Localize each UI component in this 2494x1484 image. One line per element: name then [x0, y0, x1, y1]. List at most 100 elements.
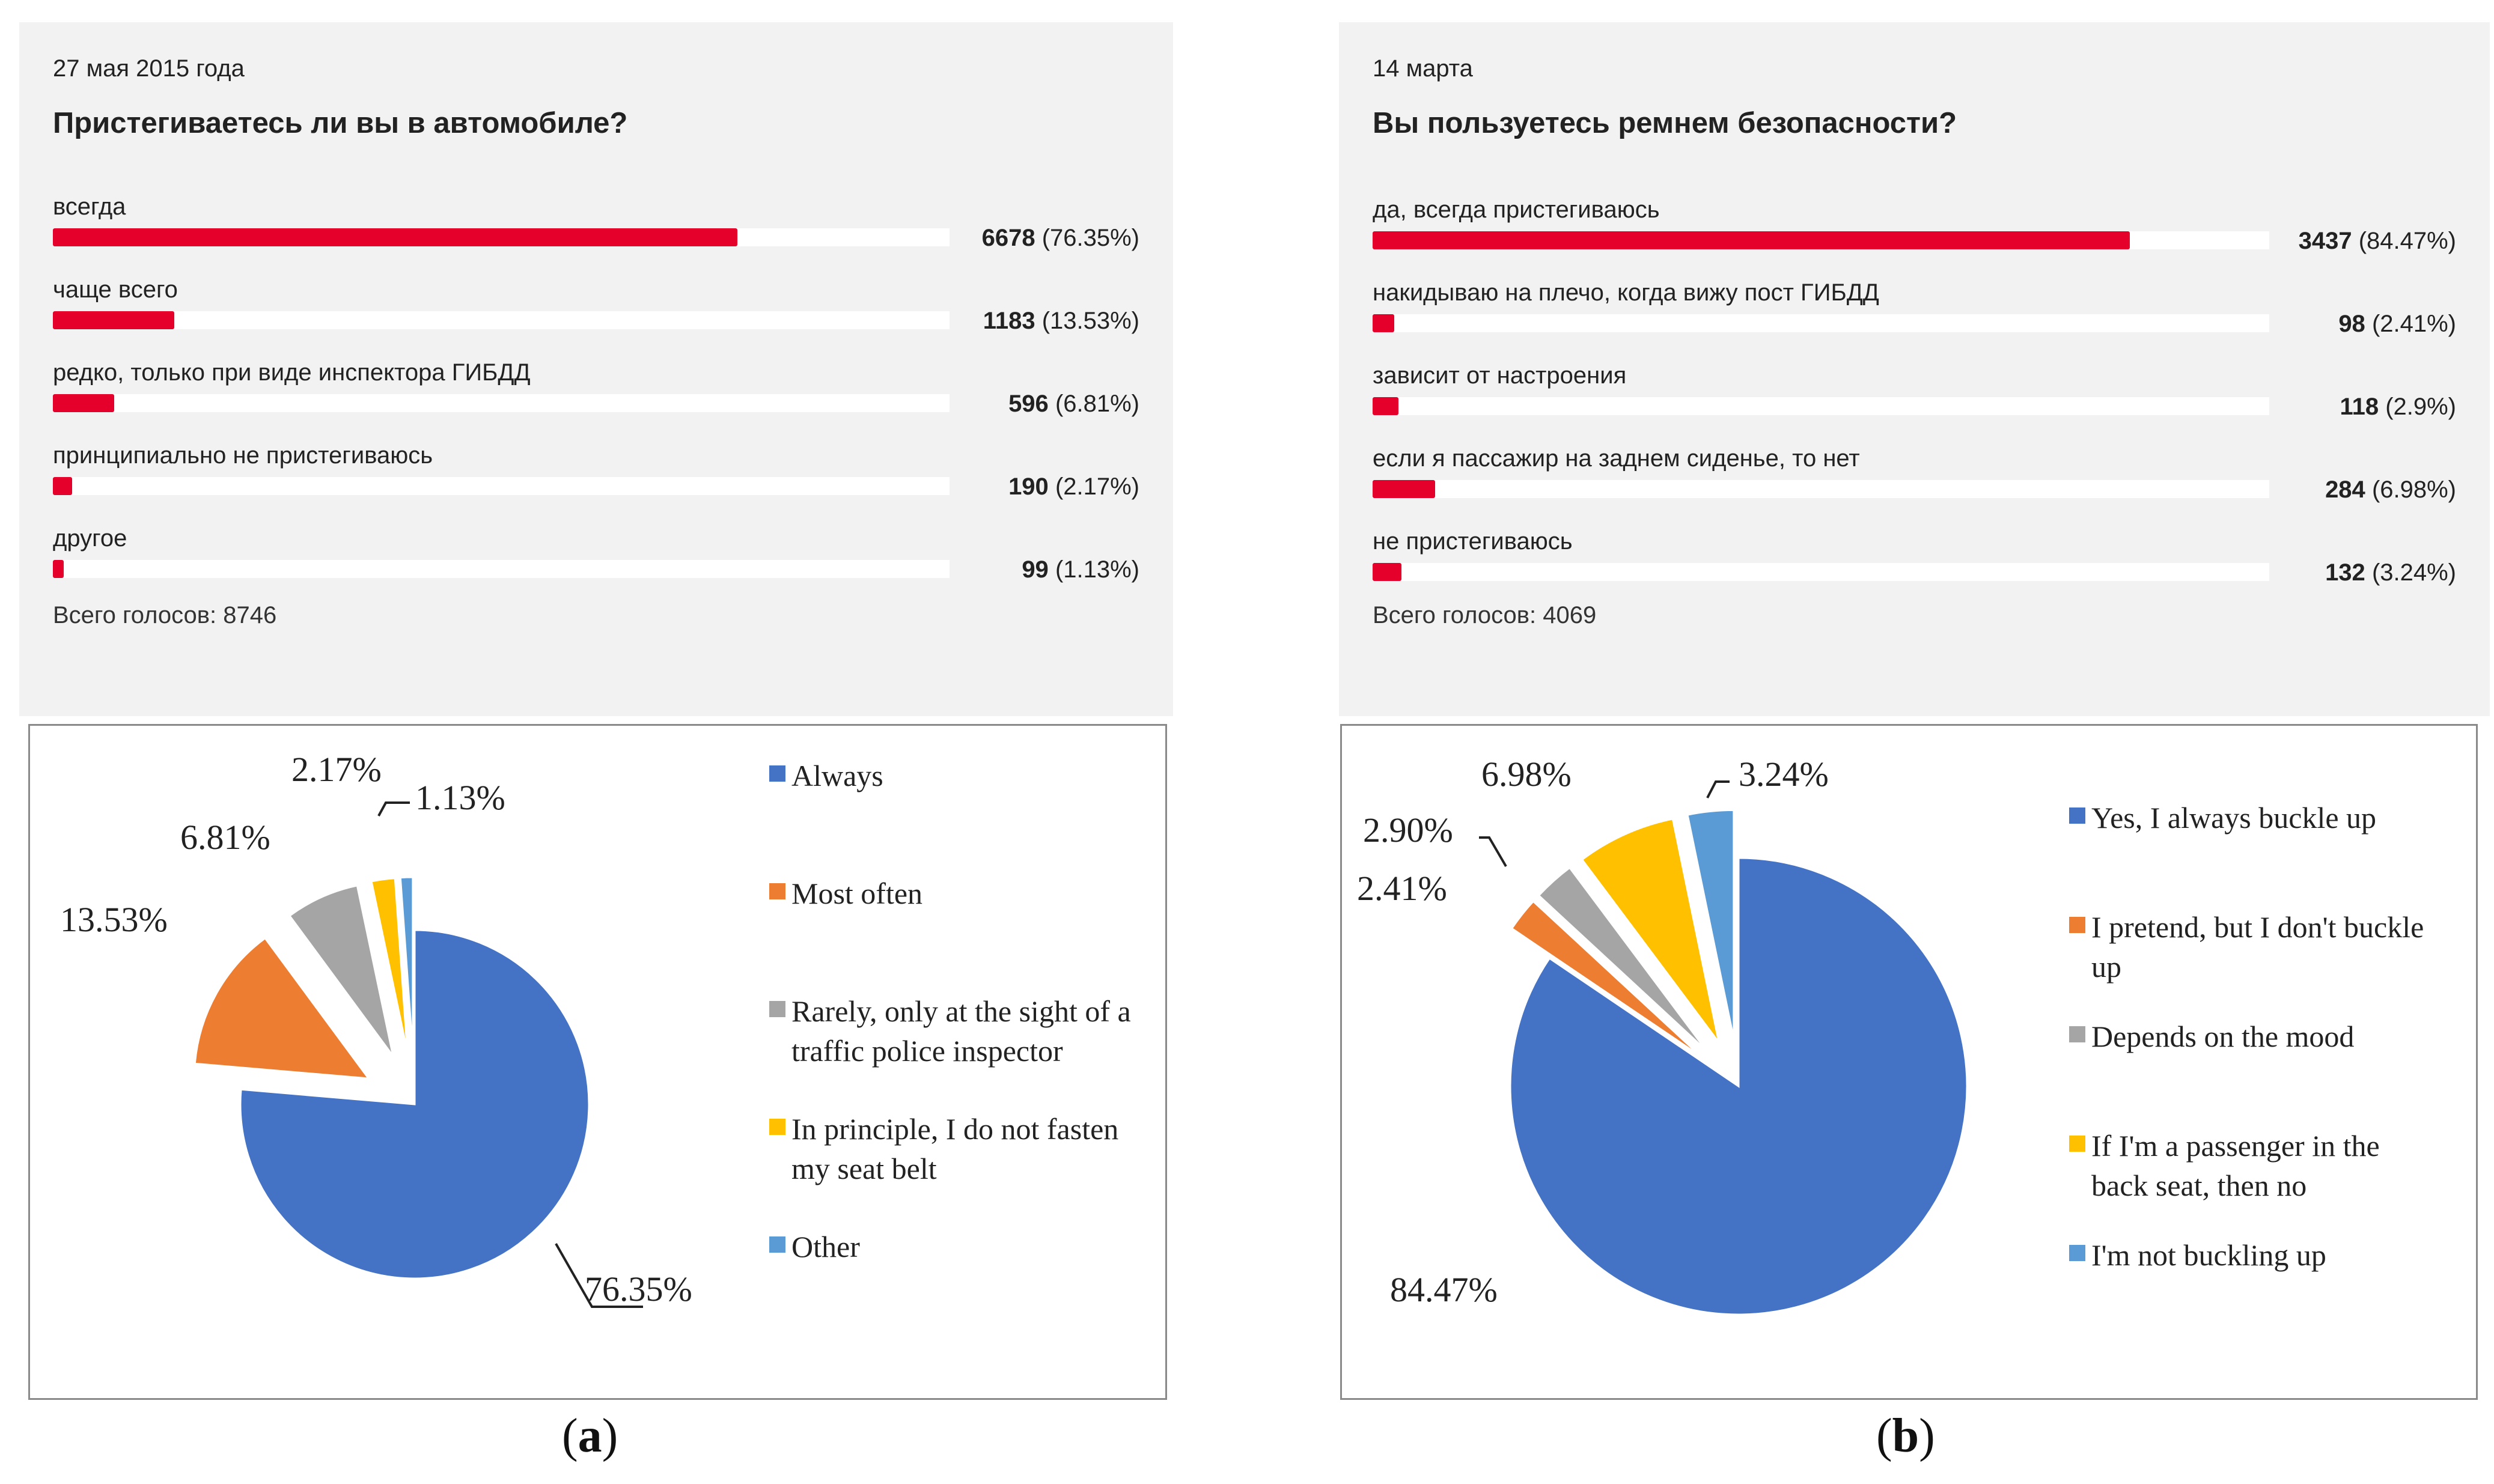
pie-slice	[370, 877, 409, 1053]
leader-line	[1479, 836, 1507, 868]
poll-option-value: 284 (6.98%)	[2325, 476, 2456, 503]
legend-swatch	[2069, 807, 2085, 824]
poll-option: если я пассажир на заднем сиденье, то не…	[1373, 445, 2456, 523]
legend-item: In principle, I do not fasten my seat be…	[769, 1109, 1142, 1188]
data-label: 13.53%	[60, 900, 168, 939]
leader-line	[555, 1243, 643, 1308]
poll-bar	[53, 228, 738, 246]
poll-percent: (13.53%)	[1041, 308, 1139, 334]
poll-count: 596	[1008, 391, 1049, 417]
data-label: 6.98%	[1481, 755, 1572, 794]
legend-label: Yes, I always buckle up	[2091, 801, 2377, 835]
legend-swatch	[769, 765, 785, 782]
poll-option-value: 596 (6.81%)	[1008, 391, 1139, 418]
pie-slice	[1581, 818, 1720, 1043]
poll-option-label: чаще всего	[53, 276, 178, 303]
poll-percent: (6.98%)	[2371, 476, 2456, 503]
poll-question: Вы пользуетесь ремнем безопасности?	[1373, 107, 1957, 139]
pie-chart-a: 76.35% 13.53% 6.81% 2.17% 1.13%	[60, 750, 692, 1309]
poll-total-votes: Всего голосов: 4069	[1373, 602, 1597, 628]
pie-chart-panel-a: 76.35% 13.53% 6.81% 2.17% 1.13% Always Most …	[28, 724, 1167, 1400]
poll-option-value: 99 (1.13%)	[1022, 556, 1139, 583]
poll-percent: (76.35%)	[1041, 225, 1139, 251]
legend-item: I pretend, but I don't buckle up	[2069, 907, 2442, 987]
poll-option-value: 6678 (76.35%)	[982, 225, 1139, 252]
data-label: 2.90%	[1363, 810, 1453, 850]
poll-bar-track	[1373, 314, 2269, 332]
pie-slice	[239, 929, 590, 1280]
poll-bar	[53, 394, 114, 412]
poll-bar	[1373, 563, 1402, 581]
poll-percent: (2.41%)	[2371, 311, 2456, 337]
legend-item: I'm not buckling up	[2069, 1235, 2442, 1275]
poll-bar	[1373, 231, 2130, 249]
data-label: 3.24%	[1739, 755, 1829, 794]
poll-bar	[53, 477, 73, 495]
pie-chart-panel-b: 84.47% 2.41% 2.90% 6.98% 3.24% Yes, I always…	[1340, 724, 2478, 1400]
legend-swatch	[769, 1119, 785, 1135]
poll-bar-track	[1373, 563, 2269, 581]
poll-bar	[1373, 314, 1394, 332]
poll-option-label: не пристегиваюсь	[1373, 528, 1573, 555]
poll-bar-track	[1373, 480, 2269, 498]
poll-bar	[53, 311, 174, 329]
poll-option: не пристегиваюсь 132 (3.24%)	[1373, 528, 2456, 606]
legend-swatch	[2069, 1026, 2085, 1042]
poll-bar	[1373, 397, 1399, 415]
pie-slice	[194, 937, 371, 1080]
legend-item: Other	[769, 1227, 1142, 1267]
legend-swatch	[769, 883, 785, 899]
poll-bar	[1373, 480, 1436, 498]
poll-option: чаще всего 1183 (13.53%)	[53, 276, 1139, 354]
pie-slice	[1510, 900, 1702, 1057]
poll-question: Пристегиваетесь ли вы в автомобиле?	[53, 107, 628, 139]
legend-label: Other	[791, 1230, 860, 1264]
poll-option: всегда 6678 (76.35%)	[53, 193, 1139, 272]
poll-count: 1183	[983, 308, 1035, 334]
legend-swatch	[769, 1236, 785, 1253]
pie-slice	[1686, 809, 1735, 1039]
poll-percent: (1.13%)	[1055, 556, 1139, 583]
legend-label: I'm not buckling up	[2091, 1238, 2326, 1272]
poll-option: накидываю на плечо, когда вижу пост ГИБД…	[1373, 279, 2456, 357]
poll-percent: (3.24%)	[2371, 559, 2456, 586]
legend-item: Most often	[769, 874, 1142, 913]
poll-option-label: да, всегда пристегиваюсь	[1373, 196, 1660, 223]
legend-label: Always	[791, 759, 883, 792]
legend-label: If I'm a passenger in the back seat, the…	[2091, 1129, 2380, 1202]
legend-label: In principle, I do not fasten my seat be…	[791, 1112, 1119, 1185]
legend-label: Depends on the mood	[2091, 1020, 2355, 1053]
legend-label: Most often	[791, 877, 923, 910]
poll-option-label: зависит от настроения	[1373, 362, 1627, 389]
poll-option-value: 190 (2.17%)	[1008, 473, 1139, 500]
poll-count: 118	[2340, 394, 2379, 420]
legend-item: If I'm a passenger in the back seat, the…	[2069, 1126, 2442, 1205]
poll-count: 132	[2325, 559, 2365, 586]
poll-panel-a: 27 мая 2015 года Пристегиваетесь ли вы в…	[19, 22, 1173, 716]
poll-option-value: 1183 (13.53%)	[983, 308, 1139, 335]
pie-slice	[399, 876, 414, 1052]
leader-line	[377, 801, 410, 817]
poll-option: да, всегда пристегиваюсь 3437 (84.47%)	[1373, 196, 2456, 275]
poll-count: 3437	[2298, 228, 2352, 254]
poll-option-label: принципиально не пристегиваюсь	[53, 442, 433, 469]
pie-slice	[1509, 857, 1968, 1316]
caption-a: (a)	[562, 1409, 618, 1462]
pie-slice	[1537, 866, 1707, 1051]
poll-count: 284	[2325, 476, 2365, 503]
poll-option-label: другое	[53, 525, 127, 552]
poll-bar-track	[53, 311, 950, 329]
poll-count: 6678	[981, 225, 1035, 251]
poll-count: 99	[1022, 556, 1049, 583]
poll-option-value: 98 (2.41%)	[2338, 311, 2456, 338]
poll-panel-b: 14 марта Вы пользуетесь ремнем безопасно…	[1339, 22, 2490, 716]
poll-option-label: накидываю на плечо, когда вижу пост ГИБД…	[1373, 279, 1879, 306]
legend-item: Rarely, only at the sight of a traffic p…	[769, 991, 1142, 1071]
poll-option: зависит от настроения 118 (2.9%)	[1373, 362, 2456, 440]
poll-option-label: редко, только при виде инспектора ГИБДД	[53, 359, 531, 386]
poll-option-label: если я пассажир на заднем сиденье, то не…	[1373, 445, 1860, 472]
data-label: 1.13%	[415, 778, 505, 817]
data-label: 2.17%	[291, 750, 382, 789]
poll-count: 98	[2338, 311, 2365, 337]
caption-b: (b)	[1876, 1409, 1935, 1462]
